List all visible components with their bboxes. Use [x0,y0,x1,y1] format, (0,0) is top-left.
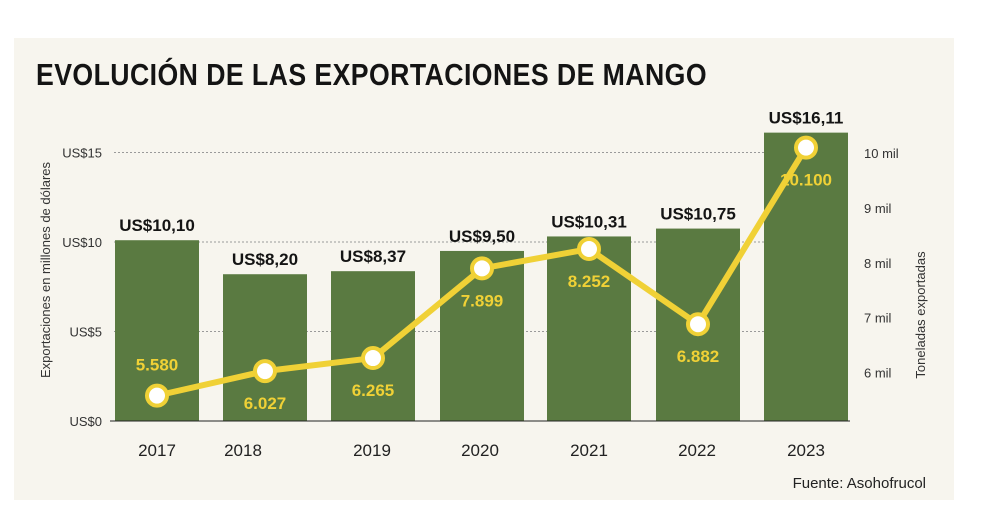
right-tick-label: 10 mil [864,146,899,161]
bar-2018 [223,274,307,421]
right-tick-label: 6 mil [864,366,892,381]
x-tick-label: 2022 [678,441,716,460]
right-tick-label: 7 mil [864,311,892,326]
source-note: Fuente: Asohofrucol [792,475,926,492]
left-axis-title: Exportaciones en millones de dólares [38,161,53,378]
bar-value-label: US$8,20 [232,250,298,269]
bar-value-label: US$8,37 [340,247,406,266]
right-tick-label: 8 mil [864,256,892,271]
x-tick-label: 2019 [353,441,391,460]
tonnage-point-2023 [794,135,818,160]
tonnage-value-label: 10.100 [780,171,832,190]
chart-title: EVOLUCIÓN DE LAS EXPORTACIONES DE MANGO [36,57,707,92]
x-tick-label: 2021 [570,441,608,460]
tonnage-point-2022 [686,312,710,337]
bar-value-label: US$16,11 [769,109,844,128]
bar-value-label: US$10,10 [119,216,195,235]
bar-2023 [764,132,848,422]
tonnage-value-label: 7.899 [461,291,504,310]
tonnage-point-2020 [470,256,494,281]
tonnage-point-2017 [145,383,169,408]
x-tick-label: 2020 [461,441,499,460]
left-tick-label: US$0 [69,414,102,429]
tonnage-value-label: 6.265 [352,381,395,400]
x-tick-label: 2018 [224,441,262,460]
bar-value-label: US$9,50 [449,227,515,246]
tonnage-value-label: 8.252 [568,272,611,291]
tonnage-point-2019 [361,346,385,371]
tonnage-point-2021 [577,237,601,262]
right-tick-label: 9 mil [864,201,892,216]
left-tick-label: US$5 [69,325,102,340]
tonnage-value-label: 6.027 [244,394,287,413]
right-axis-title: Toneladas exportadas [913,251,928,379]
x-tick-label: 2023 [787,441,825,460]
bar-value-label: US$10,31 [551,212,627,231]
tonnage-point-2018 [253,359,277,384]
bar-2021 [547,236,631,421]
tonnage-value-label: 6.882 [677,347,720,366]
left-tick-label: US$15 [62,146,102,161]
bar-value-label: US$10,75 [660,205,736,224]
tonnage-value-label: 5.580 [136,356,179,375]
left-tick-label: US$10 [62,235,102,250]
x-tick-label: 2017 [138,441,176,460]
